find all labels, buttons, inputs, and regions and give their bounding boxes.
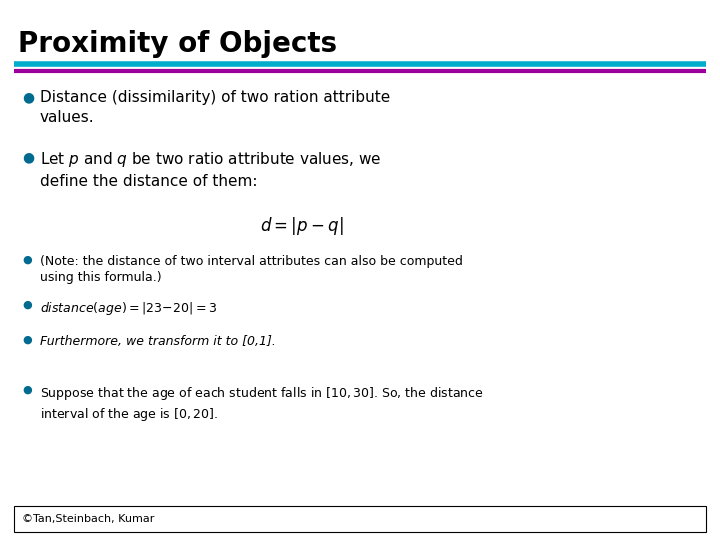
Text: (Note: the distance of two interval attributes can also be computed
using this f: (Note: the distance of two interval attr…: [40, 255, 463, 285]
Text: Distance (dissimilarity) of two ration attribute
values.: Distance (dissimilarity) of two ration a…: [40, 90, 390, 125]
Text: ●: ●: [22, 150, 34, 164]
FancyBboxPatch shape: [14, 506, 706, 532]
Text: Proximity of Objects: Proximity of Objects: [18, 30, 337, 58]
Text: Suppose that the age of each student falls in $[10,30]$. So, the distance
interv: Suppose that the age of each student fal…: [40, 385, 484, 423]
Text: ●: ●: [22, 385, 32, 395]
Text: Let $p$ and $q$ be two ratio attribute values, we
define the distance of them:: Let $p$ and $q$ be two ratio attribute v…: [40, 150, 382, 189]
Text: ●: ●: [22, 335, 32, 345]
Text: $distance(age)=|23\!-\!20|=3$: $distance(age)=|23\!-\!20|=3$: [40, 300, 217, 317]
Text: ●: ●: [22, 300, 32, 310]
Text: $d = |p - q|$: $d = |p - q|$: [260, 215, 343, 237]
Text: ●: ●: [22, 255, 32, 265]
Text: ●: ●: [22, 90, 34, 104]
Text: ©Tan,Steinbach, Kumar: ©Tan,Steinbach, Kumar: [22, 514, 154, 524]
Text: Furthermore, we transform it to [0,1].: Furthermore, we transform it to [0,1].: [40, 335, 276, 348]
